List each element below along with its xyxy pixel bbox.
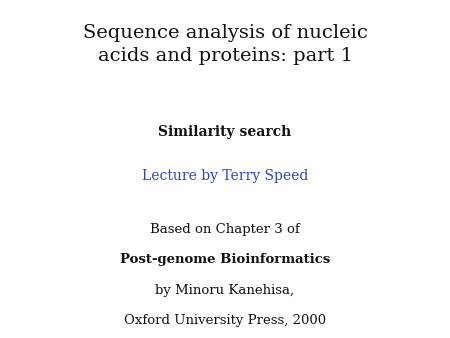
Text: Based on Chapter 3 of: Based on Chapter 3 of (150, 223, 300, 236)
Text: Similarity search: Similarity search (158, 125, 292, 139)
Text: Oxford University Press, 2000: Oxford University Press, 2000 (124, 314, 326, 327)
Text: by Minoru Kanehisa,: by Minoru Kanehisa, (155, 284, 295, 297)
Text: Sequence analysis of nucleic
acids and proteins: part 1: Sequence analysis of nucleic acids and p… (82, 24, 368, 65)
Text: Lecture by Terry Speed: Lecture by Terry Speed (142, 169, 308, 183)
Text: Post-genome Bioinformatics: Post-genome Bioinformatics (120, 254, 330, 266)
